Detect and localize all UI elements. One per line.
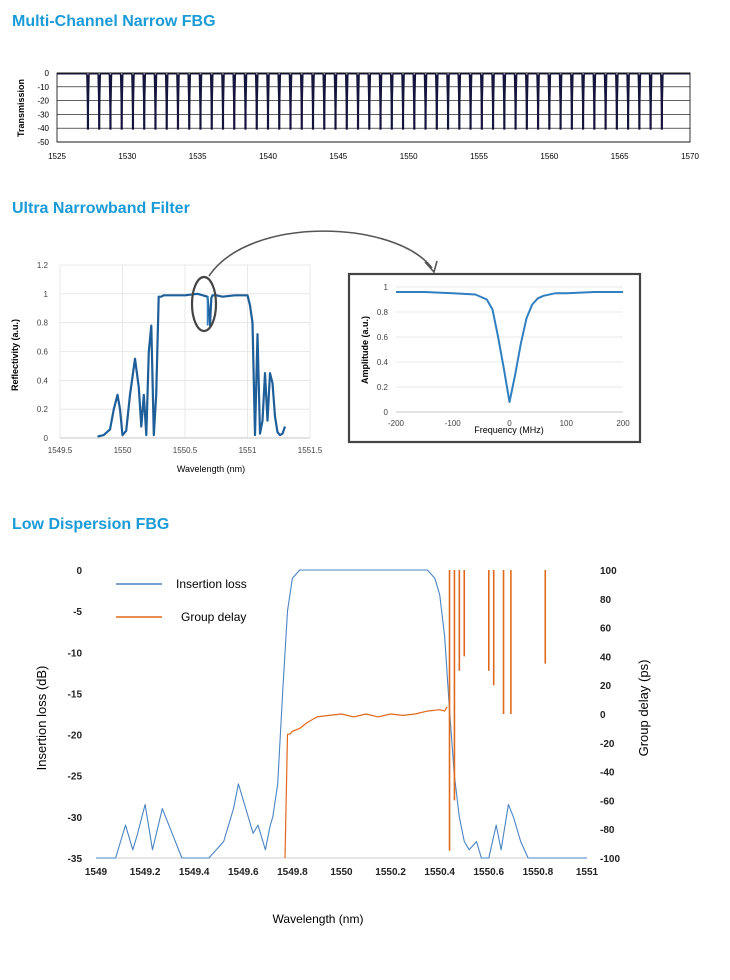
x-tick-label: 1535 [189, 152, 207, 161]
x-tick-label: -200 [388, 419, 405, 428]
y-tick-label: 1.2 [37, 261, 49, 270]
y2-tick-label: 80 [600, 595, 612, 606]
y-tick-label: 0 [76, 566, 82, 577]
x-tick-label: 1551.5 [298, 446, 323, 455]
x-tick-label: 1549.2 [130, 867, 161, 878]
x-tick-label: 1550 [400, 152, 418, 161]
reflectivity-series-line [97, 292, 287, 438]
y-axis-label: Insertion loss (dB) [34, 666, 49, 771]
x-tick-label: 1549.8 [277, 867, 308, 878]
x-tick-label: 1549.6 [228, 867, 259, 878]
y-tick-label: 1 [384, 283, 389, 292]
y-axis-label: Amplitude (a.u.) [360, 316, 370, 384]
y-tick-label: -25 [68, 772, 83, 783]
y-tick-label: 0.6 [37, 348, 49, 357]
zoom-highlight-ellipse [190, 275, 218, 333]
y-tick-label: 0.2 [377, 383, 389, 392]
y-tick-label: 0.8 [377, 308, 389, 317]
y-tick-label: -40 [37, 124, 49, 133]
y2-tick-label: -80 [600, 825, 615, 836]
x-tick-label: 1570 [681, 152, 699, 161]
x-tick-label: 1525 [48, 152, 66, 161]
y2-tick-label: 40 [600, 652, 612, 663]
x-tick-label: 1545 [329, 152, 347, 161]
y-tick-label: -30 [37, 110, 49, 119]
x-tick-label: 1550.5 [173, 446, 198, 455]
insertion-loss-series-line [96, 569, 587, 859]
x-tick-label: 1549 [85, 867, 108, 878]
zoom-arrow [208, 230, 433, 277]
y-tick-label: 0.2 [37, 405, 49, 414]
x-tick-label: 100 [560, 419, 574, 428]
x-tick-label: 1555 [470, 152, 488, 161]
y-tick-label: -15 [68, 689, 83, 700]
x-axis-label: Wavelength (nm) [273, 912, 364, 926]
y2-tick-label: 0 [600, 710, 606, 721]
x-tick-label: 1549.5 [48, 446, 73, 455]
legend-group-delay-label: Group delay [181, 610, 246, 624]
group-delay-series-line [284, 706, 448, 859]
x-tick-label: 1550.2 [375, 867, 406, 878]
y-tick-label: 0 [384, 408, 389, 417]
x-tick-label: 1550.6 [474, 867, 505, 878]
x-tick-label: 0 [507, 419, 512, 428]
y-tick-label: 0 [45, 69, 50, 78]
x-tick-label: 1551 [576, 867, 599, 878]
x-tick-label: 1540 [259, 152, 277, 161]
y2-tick-label: 100 [600, 566, 617, 577]
y2-tick-label: 20 [600, 681, 612, 692]
y-tick-label: -10 [68, 648, 83, 659]
x-tick-label: -100 [445, 419, 462, 428]
y-tick-label: 1 [44, 290, 49, 299]
x-tick-label: 1560 [540, 152, 558, 161]
y-tick-label: -5 [73, 607, 82, 618]
y-tick-label: -50 [37, 138, 49, 147]
low-dispersion-title: Low Dispersion FBG [12, 516, 170, 533]
multi-channel-title: Multi-Channel Narrow FBG [12, 13, 216, 30]
y-tick-label: -20 [68, 731, 83, 742]
y-tick-label: 0.6 [377, 333, 389, 342]
y-tick-label: 0.4 [377, 358, 389, 367]
y-tick-label: 0.4 [37, 376, 49, 385]
y-tick-label: 0.8 [37, 319, 49, 328]
x-tick-label: 200 [616, 419, 630, 428]
y-tick-label: -30 [68, 813, 83, 824]
y2-tick-label: -20 [600, 739, 615, 750]
x-tick-label: 1550.4 [424, 867, 455, 878]
y2-tick-label: -60 [600, 796, 615, 807]
y-axis-label: Transmission [16, 79, 26, 137]
x-tick-label: 1530 [118, 152, 136, 161]
inset-frame [347, 272, 642, 444]
y-tick-label: -10 [37, 83, 49, 92]
y2-axis-label: Group delay (ps) [636, 660, 651, 757]
x-tick-label: 1549.4 [179, 867, 210, 878]
legend-insertion-loss-label: Insertion loss [176, 577, 247, 591]
y2-tick-label: 60 [600, 624, 612, 635]
x-tick-label: 1565 [611, 152, 629, 161]
x-tick-label: 1550 [114, 446, 132, 455]
x-axis-label: Frequency (MHz) [474, 425, 544, 435]
y-tick-label: -35 [68, 854, 83, 865]
y2-tick-label: -40 [600, 768, 615, 779]
amplitude-series-line [396, 291, 623, 403]
x-tick-label: 1550 [330, 867, 353, 878]
zoom-arrow-head [424, 260, 438, 274]
y-axis-label: Reflectivity (a.u.) [10, 319, 20, 391]
plot-frame [56, 72, 691, 143]
x-axis-label: Wavelength (nm) [177, 464, 245, 474]
x-tick-label: 1551 [239, 446, 257, 455]
y2-tick-label: -100 [600, 854, 620, 865]
x-tick-label: 1550.8 [523, 867, 554, 878]
y-tick-label: -20 [37, 97, 49, 106]
ultra-narrowband-title: Ultra Narrowband Filter [12, 200, 190, 217]
y-tick-label: 0 [44, 434, 49, 443]
